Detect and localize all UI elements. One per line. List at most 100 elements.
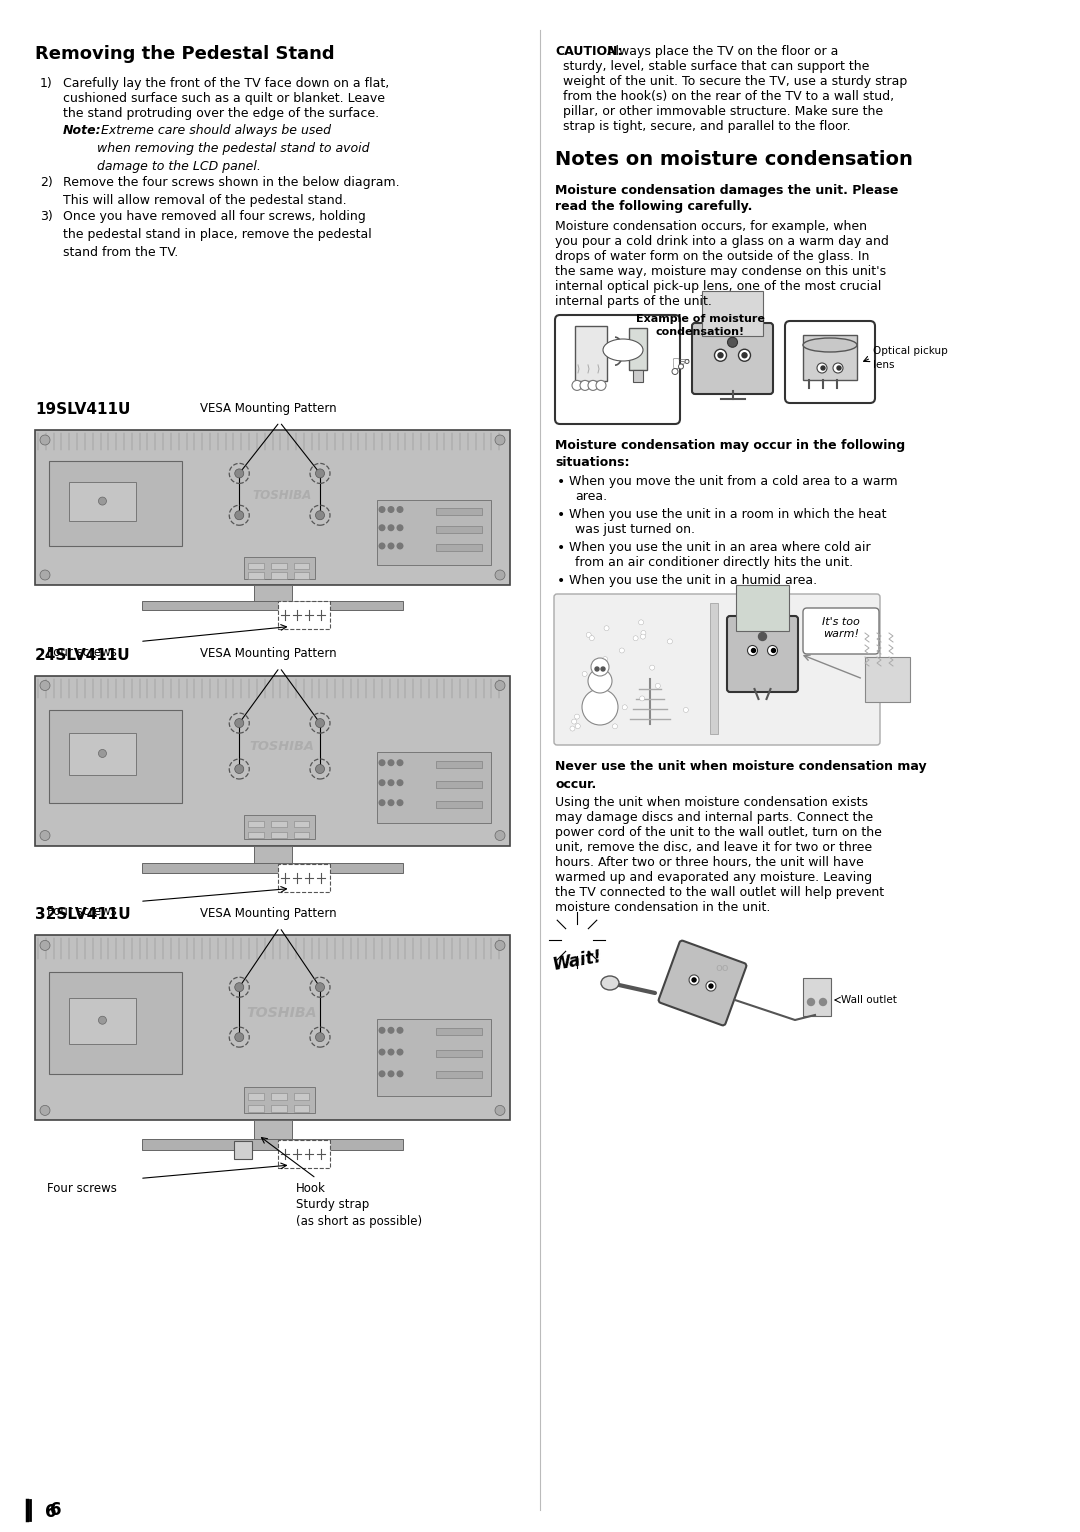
Text: was just turned on.: was just turned on. — [575, 522, 696, 536]
Circle shape — [590, 636, 594, 640]
Bar — [35, 936, 510, 1120]
Text: VESA Mounting Pattern: VESA Mounting Pattern — [200, 648, 337, 660]
Bar — [35, 430, 510, 585]
Text: •: • — [557, 541, 565, 555]
Circle shape — [397, 780, 403, 786]
Text: internal optical pick-up lens, one of the most crucial: internal optical pick-up lens, one of th… — [555, 280, 881, 293]
Bar — [278, 602, 329, 630]
Circle shape — [234, 764, 244, 774]
Circle shape — [388, 507, 394, 512]
Circle shape — [495, 1106, 505, 1115]
Bar — [141, 1138, 403, 1151]
Text: When you move the unit from a cold area to a warm: When you move the unit from a cold area … — [569, 475, 897, 489]
Circle shape — [495, 830, 505, 841]
Text: When you use the unit in a room in which the heat: When you use the unit in a room in which… — [569, 509, 887, 521]
Circle shape — [604, 676, 609, 680]
Text: Moisture condensation occurs, for example, when: Moisture condensation occurs, for exampl… — [555, 221, 867, 233]
Bar — [271, 1105, 286, 1112]
Text: Four screws: Four screws — [48, 905, 117, 918]
Circle shape — [315, 1033, 324, 1042]
Circle shape — [588, 669, 612, 692]
Bar — [436, 801, 482, 807]
Bar — [294, 1092, 309, 1100]
Text: Never use the unit when moisture condensation may
occur.: Never use the unit when moisture condens… — [555, 760, 927, 791]
Bar — [248, 821, 264, 827]
Text: Remove the four screws shown in the below diagram.
This will allow removal of th: Remove the four screws shown in the belo… — [63, 176, 400, 207]
Text: Moisture condensation may occur in the following
situations:: Moisture condensation may occur in the f… — [555, 440, 905, 469]
Bar — [35, 676, 510, 846]
Circle shape — [816, 363, 827, 372]
Circle shape — [379, 507, 384, 512]
Text: Notes on moisture condensation: Notes on moisture condensation — [555, 150, 913, 169]
Circle shape — [397, 1049, 403, 1056]
Circle shape — [397, 800, 403, 806]
Bar — [69, 997, 136, 1043]
Text: Sturdy strap
(as short as possible): Sturdy strap (as short as possible) — [296, 1198, 422, 1229]
Circle shape — [684, 708, 688, 712]
Text: drops of water form on the outside of the glass. In: drops of water form on the outside of th… — [555, 250, 869, 264]
Text: 6: 6 — [45, 1503, 56, 1521]
Bar — [377, 499, 491, 565]
Circle shape — [379, 525, 384, 530]
Circle shape — [379, 1071, 384, 1077]
Bar — [702, 291, 762, 336]
Circle shape — [397, 507, 403, 512]
Circle shape — [667, 639, 673, 643]
Circle shape — [692, 977, 696, 982]
Text: •: • — [557, 509, 565, 522]
Bar — [294, 1105, 309, 1112]
Circle shape — [603, 657, 608, 662]
Circle shape — [633, 636, 638, 640]
Text: When you use the unit in a humid area.: When you use the unit in a humid area. — [569, 574, 818, 587]
Circle shape — [833, 363, 843, 372]
Text: 19SLV411U: 19SLV411U — [35, 401, 131, 417]
Bar — [248, 573, 264, 579]
Bar — [50, 973, 183, 1074]
Circle shape — [649, 665, 654, 669]
Text: you pour a cold drink into a glass on a warm day and: you pour a cold drink into a glass on a … — [555, 234, 889, 248]
Text: weight of the unit. To secure the TV, use a sturdy strap: weight of the unit. To secure the TV, us… — [563, 75, 907, 87]
Text: 32SLV411U: 32SLV411U — [35, 907, 131, 922]
Circle shape — [388, 544, 394, 548]
Circle shape — [388, 780, 394, 786]
Circle shape — [315, 764, 324, 774]
Circle shape — [575, 714, 580, 719]
Circle shape — [591, 659, 609, 676]
Circle shape — [40, 435, 50, 444]
Bar — [141, 601, 403, 610]
Text: When you use the unit in an area where cold air: When you use the unit in an area where c… — [569, 541, 870, 555]
Circle shape — [837, 366, 841, 371]
Bar — [278, 1140, 329, 1167]
Text: Four screws: Four screws — [48, 645, 117, 659]
Circle shape — [397, 525, 403, 530]
Bar — [735, 585, 789, 631]
Text: strap is tight, secure, and parallel to the floor.: strap is tight, secure, and parallel to … — [563, 119, 851, 133]
Text: TOSHIBA: TOSHIBA — [253, 489, 312, 501]
Circle shape — [576, 723, 580, 729]
Text: Extreme care should always be used
when removing the pedestal stand to avoid
dam: Extreme care should always be used when … — [97, 124, 369, 173]
Bar — [69, 732, 136, 775]
Circle shape — [582, 671, 588, 677]
Bar — [248, 832, 264, 838]
Bar — [436, 781, 482, 787]
Circle shape — [821, 366, 825, 371]
Circle shape — [388, 760, 394, 766]
Circle shape — [820, 999, 826, 1005]
Bar — [436, 1028, 482, 1036]
Circle shape — [315, 719, 324, 728]
Text: unit, remove the disc, and leave it for two or three: unit, remove the disc, and leave it for … — [555, 841, 873, 853]
Circle shape — [715, 349, 727, 362]
Circle shape — [605, 674, 610, 679]
Text: TOSHIBA: TOSHIBA — [246, 1007, 318, 1020]
Circle shape — [685, 360, 689, 363]
Circle shape — [379, 780, 384, 786]
Text: pillar, or other immovable structure. Make sure the: pillar, or other immovable structure. Ma… — [563, 106, 883, 118]
Bar — [254, 585, 292, 601]
Circle shape — [315, 982, 324, 991]
Circle shape — [580, 380, 590, 391]
Circle shape — [742, 352, 747, 358]
Circle shape — [640, 631, 646, 636]
Bar — [244, 1088, 315, 1114]
Circle shape — [595, 666, 599, 671]
Text: from the hook(s) on the rear of the TV to a wall stud,: from the hook(s) on the rear of the TV t… — [563, 90, 894, 103]
